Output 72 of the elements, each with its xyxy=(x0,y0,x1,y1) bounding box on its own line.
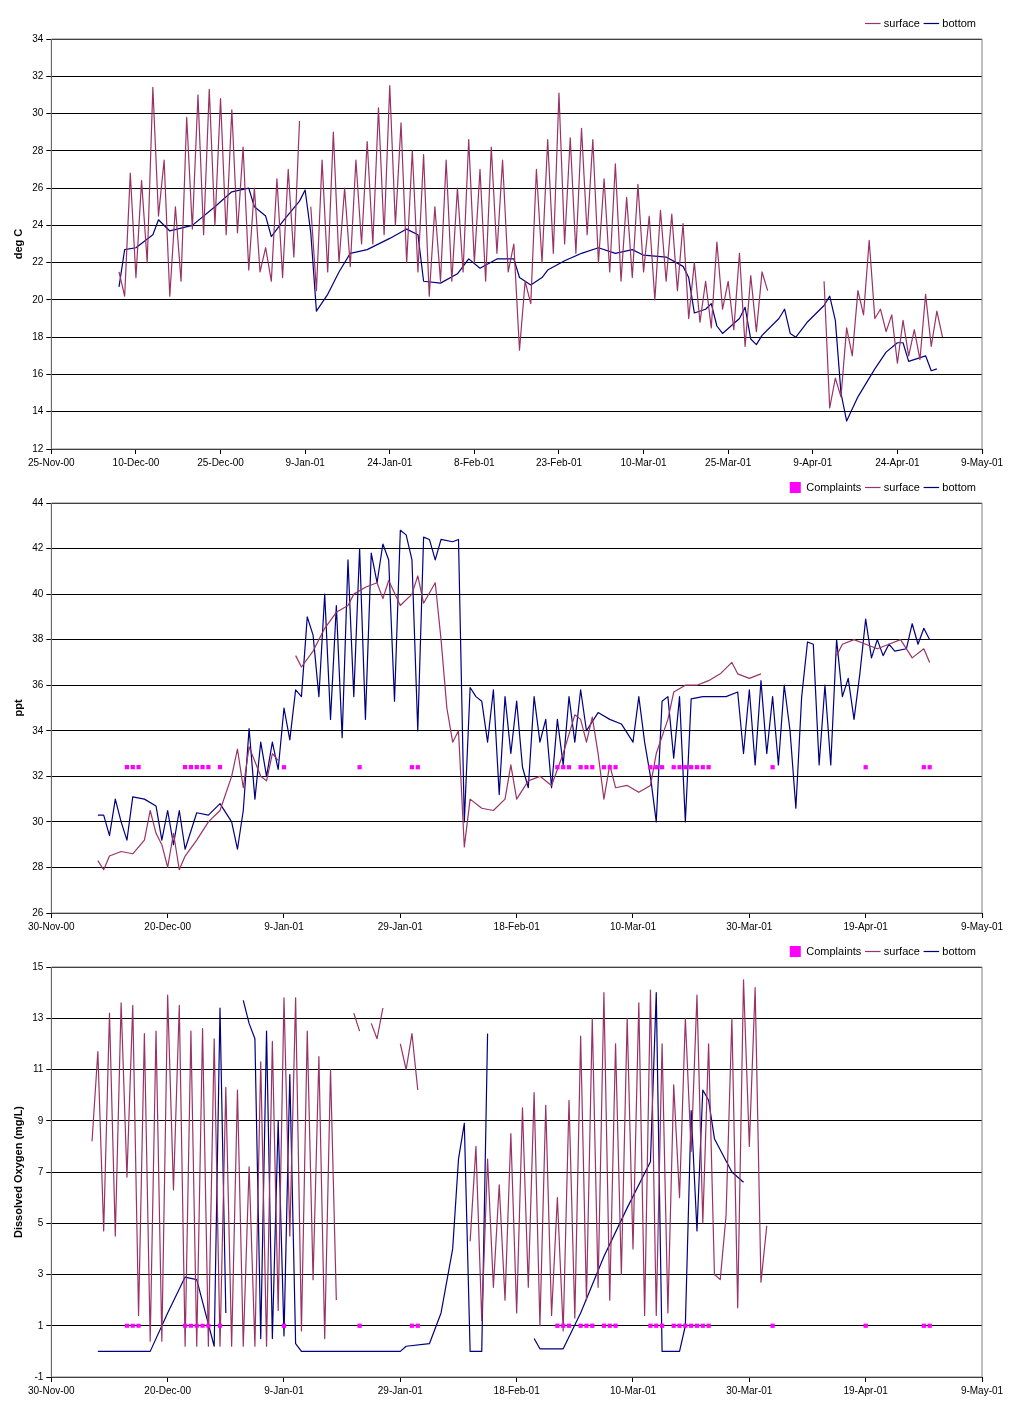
legend-label: Complaints xyxy=(806,944,862,957)
y-tick-label: 18 xyxy=(32,330,44,342)
y-tick-label: 12 xyxy=(32,442,44,454)
x-tick-label: 29-Jan-01 xyxy=(377,1384,424,1396)
x-tick-label: 29-Jan-01 xyxy=(377,920,424,932)
y-tick-label: 36 xyxy=(32,678,44,690)
y-tick-label: 32 xyxy=(32,770,44,782)
x-tick-label: 9-Jan-01 xyxy=(285,456,326,468)
x-tick-label: 25-Dec-00 xyxy=(197,456,245,468)
y-tick-label: 38 xyxy=(32,633,44,645)
y-tick-label: 42 xyxy=(32,542,44,554)
x-tick-label: 20-Dec-00 xyxy=(144,920,192,932)
x-tick-label: 9-Jan-01 xyxy=(264,1384,305,1396)
y-tick-label: 5 xyxy=(37,1217,44,1228)
y-tick-label: 34 xyxy=(32,724,44,736)
x-tick-label: 23-Feb-01 xyxy=(535,456,583,468)
y-tick-label: 28 xyxy=(32,861,44,873)
legend-label: bottom xyxy=(942,944,977,957)
x-tick-label: 20-Dec-00 xyxy=(144,1384,192,1396)
y-tick-label: 15 xyxy=(32,960,44,972)
y-tick-label: 24 xyxy=(32,219,44,231)
x-tick-label: 30-Nov-00 xyxy=(27,920,76,932)
y-tick-label: 22 xyxy=(32,256,44,268)
y-tick-label: 30 xyxy=(32,107,44,119)
x-tick-label: 9-May-01 xyxy=(960,456,1004,468)
y-tick-label: 14 xyxy=(32,405,44,417)
y-tick-label: 16 xyxy=(32,368,44,380)
y-tick-label: 26 xyxy=(32,906,44,918)
legend-label: bottom xyxy=(942,16,977,29)
legend-label: surface xyxy=(883,944,920,957)
y-tick-label: 28 xyxy=(32,144,44,156)
y-tick-label: 3 xyxy=(37,1268,44,1280)
x-tick-label: 30-Mar-01 xyxy=(726,920,773,932)
x-tick-label: 24-Jan-01 xyxy=(367,456,413,468)
y-tick-label: 40 xyxy=(32,587,44,599)
y-tick-label: 32 xyxy=(32,70,44,82)
y-axis-title: deg C xyxy=(11,228,24,260)
x-tick-label: 25-Mar-01 xyxy=(705,456,752,468)
x-tick-label: 8-Feb-01 xyxy=(454,456,496,468)
y-tick-label: 7 xyxy=(37,1165,44,1177)
y-axis-title: Dissolved Oxygen (mg/L) xyxy=(11,1105,24,1239)
x-tick-label: 9-May-01 xyxy=(960,1384,1004,1396)
x-tick-label: 18-Feb-01 xyxy=(493,920,541,932)
x-tick-label: 10-Mar-01 xyxy=(609,1384,657,1396)
y-tick-label: 13 xyxy=(32,1012,44,1023)
y-tick-label: -1 xyxy=(34,1370,44,1382)
y-tick-label: 34 xyxy=(32,32,44,44)
y-tick-label: 26 xyxy=(32,181,44,193)
x-tick-label: 30-Nov-00 xyxy=(27,1384,76,1396)
x-tick-label: 25-Nov-00 xyxy=(27,456,76,468)
y-tick-label: 30 xyxy=(32,815,44,827)
y-tick-label: 9 xyxy=(37,1114,44,1126)
legend-label: surface xyxy=(883,480,920,493)
x-tick-label: 10-Mar-01 xyxy=(609,920,657,932)
x-tick-label: 30-Mar-01 xyxy=(726,1384,773,1396)
x-tick-label: 9-May-01 xyxy=(960,920,1004,932)
x-tick-label: 19-Apr-01 xyxy=(843,920,889,932)
x-tick-label: 18-Feb-01 xyxy=(493,1384,541,1396)
legend-label: Complaints xyxy=(806,480,862,493)
x-tick-label: 10-Dec-00 xyxy=(112,456,160,468)
x-tick-label: 9-Jan-01 xyxy=(264,920,305,932)
x-tick-label: 9-Apr-01 xyxy=(793,456,833,468)
y-tick-label: 11 xyxy=(32,1063,44,1075)
y-axis-title: ppt xyxy=(11,699,24,717)
legend-label: surface xyxy=(883,16,920,29)
x-tick-label: 10-Mar-01 xyxy=(620,456,668,468)
legend-label: bottom xyxy=(942,480,977,493)
x-tick-label: 19-Apr-01 xyxy=(843,1384,889,1396)
x-tick-label: 24-Apr-01 xyxy=(875,456,921,468)
y-tick-label: 1 xyxy=(37,1319,44,1331)
y-tick-label: 20 xyxy=(32,293,44,305)
y-tick-label: 44 xyxy=(32,496,44,508)
